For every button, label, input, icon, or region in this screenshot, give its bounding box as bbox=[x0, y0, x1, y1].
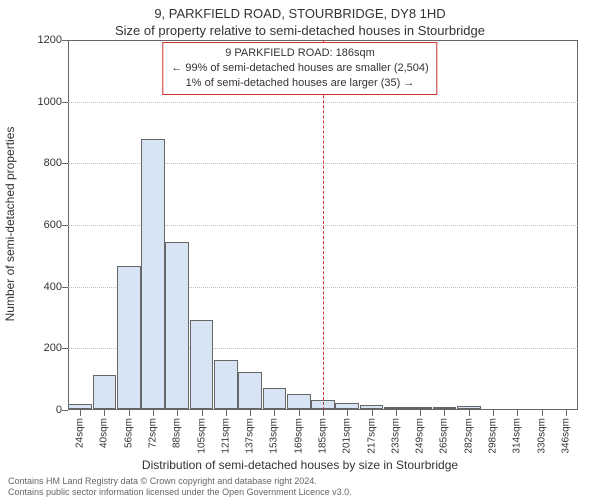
x-tick-label: 265sqm bbox=[439, 418, 450, 454]
footer: Contains HM Land Registry data © Crown c… bbox=[8, 476, 592, 498]
x-tick-label: 314sqm bbox=[512, 418, 523, 454]
x-tick-label: 137sqm bbox=[245, 418, 256, 454]
annotation-box: 9 PARKFIELD ROAD: 186sqm ← 99% of semi-d… bbox=[162, 42, 437, 95]
histogram-bar bbox=[238, 372, 262, 409]
histogram-bar bbox=[408, 407, 432, 409]
x-tick bbox=[517, 410, 518, 416]
x-tick-label: 121sqm bbox=[220, 418, 231, 454]
x-tick-label: 185sqm bbox=[318, 418, 329, 454]
histogram-bar bbox=[433, 407, 457, 409]
x-tick bbox=[372, 410, 373, 416]
histogram-bar bbox=[117, 266, 141, 409]
x-tick-label: 24sqm bbox=[75, 418, 86, 448]
annotation-line3: 1% of semi-detached houses are larger (3… bbox=[171, 76, 428, 91]
x-tick bbox=[566, 410, 567, 416]
chart-area bbox=[68, 40, 578, 410]
x-tick bbox=[274, 410, 275, 416]
histogram-bar bbox=[335, 403, 359, 409]
y-tick bbox=[62, 225, 68, 226]
x-tick-label: 346sqm bbox=[560, 418, 571, 454]
footer-line1: Contains HM Land Registry data © Crown c… bbox=[8, 476, 592, 487]
x-tick bbox=[202, 410, 203, 416]
page-title: 9, PARKFIELD ROAD, STOURBRIDGE, DY8 1HD bbox=[0, 0, 600, 21]
histogram-bar bbox=[214, 360, 238, 409]
histogram-bar bbox=[190, 320, 214, 409]
y-tick bbox=[62, 348, 68, 349]
y-tick-label: 1200 bbox=[22, 34, 62, 46]
x-tick-label: 233sqm bbox=[390, 418, 401, 454]
x-tick bbox=[299, 410, 300, 416]
histogram-bar bbox=[263, 388, 287, 409]
x-tick-label: 217sqm bbox=[366, 418, 377, 454]
histogram-bar bbox=[287, 394, 311, 409]
y-tick-label: 200 bbox=[22, 342, 62, 354]
histogram-bar bbox=[165, 242, 189, 409]
histogram-bar bbox=[68, 404, 92, 409]
histogram-bar bbox=[384, 407, 408, 409]
y-tick-label: 600 bbox=[22, 219, 62, 231]
y-tick bbox=[62, 410, 68, 411]
page-subtitle: Size of property relative to semi-detach… bbox=[0, 21, 600, 38]
x-tick-label: 169sqm bbox=[293, 418, 304, 454]
x-tick-label: 88sqm bbox=[172, 418, 183, 448]
y-tick bbox=[62, 102, 68, 103]
x-tick bbox=[153, 410, 154, 416]
x-tick-label: 72sqm bbox=[148, 418, 159, 448]
x-tick-label: 56sqm bbox=[123, 418, 134, 448]
x-tick bbox=[396, 410, 397, 416]
x-tick bbox=[420, 410, 421, 416]
x-tick bbox=[323, 410, 324, 416]
marker-line bbox=[323, 40, 324, 410]
y-tick bbox=[62, 287, 68, 288]
x-tick bbox=[469, 410, 470, 416]
x-tick bbox=[444, 410, 445, 416]
x-tick-label: 298sqm bbox=[488, 418, 499, 454]
annotation-line2: ← 99% of semi-detached houses are smalle… bbox=[171, 61, 428, 76]
histogram-bar bbox=[93, 375, 117, 409]
x-tick bbox=[80, 410, 81, 416]
y-tick bbox=[62, 40, 68, 41]
x-tick bbox=[347, 410, 348, 416]
y-tick-label: 400 bbox=[22, 281, 62, 293]
x-tick-label: 330sqm bbox=[536, 418, 547, 454]
footer-line2: Contains public sector information licen… bbox=[8, 487, 592, 498]
x-tick-label: 282sqm bbox=[463, 418, 474, 454]
y-tick-label: 800 bbox=[22, 157, 62, 169]
x-tick-label: 40sqm bbox=[99, 418, 110, 448]
x-tick bbox=[177, 410, 178, 416]
x-tick-label: 153sqm bbox=[269, 418, 280, 454]
x-tick bbox=[250, 410, 251, 416]
x-tick bbox=[493, 410, 494, 416]
y-tick-label: 0 bbox=[22, 404, 62, 416]
y-tick bbox=[62, 163, 68, 164]
x-axis-label: Distribution of semi-detached houses by … bbox=[0, 458, 600, 472]
x-tick bbox=[129, 410, 130, 416]
x-tick bbox=[226, 410, 227, 416]
x-tick-label: 249sqm bbox=[415, 418, 426, 454]
histogram-bar bbox=[457, 406, 481, 409]
histogram-bar bbox=[141, 139, 165, 409]
chart-container: 9, PARKFIELD ROAD, STOURBRIDGE, DY8 1HD … bbox=[0, 0, 600, 500]
x-tick bbox=[542, 410, 543, 416]
x-tick-label: 105sqm bbox=[196, 418, 207, 454]
y-tick-label: 1000 bbox=[22, 96, 62, 108]
y-axis-label: Number of semi-detached properties bbox=[3, 104, 17, 344]
histogram-bar bbox=[360, 405, 384, 409]
annotation-line1: 9 PARKFIELD ROAD: 186sqm bbox=[171, 46, 428, 61]
x-tick bbox=[104, 410, 105, 416]
x-tick-label: 201sqm bbox=[342, 418, 353, 454]
